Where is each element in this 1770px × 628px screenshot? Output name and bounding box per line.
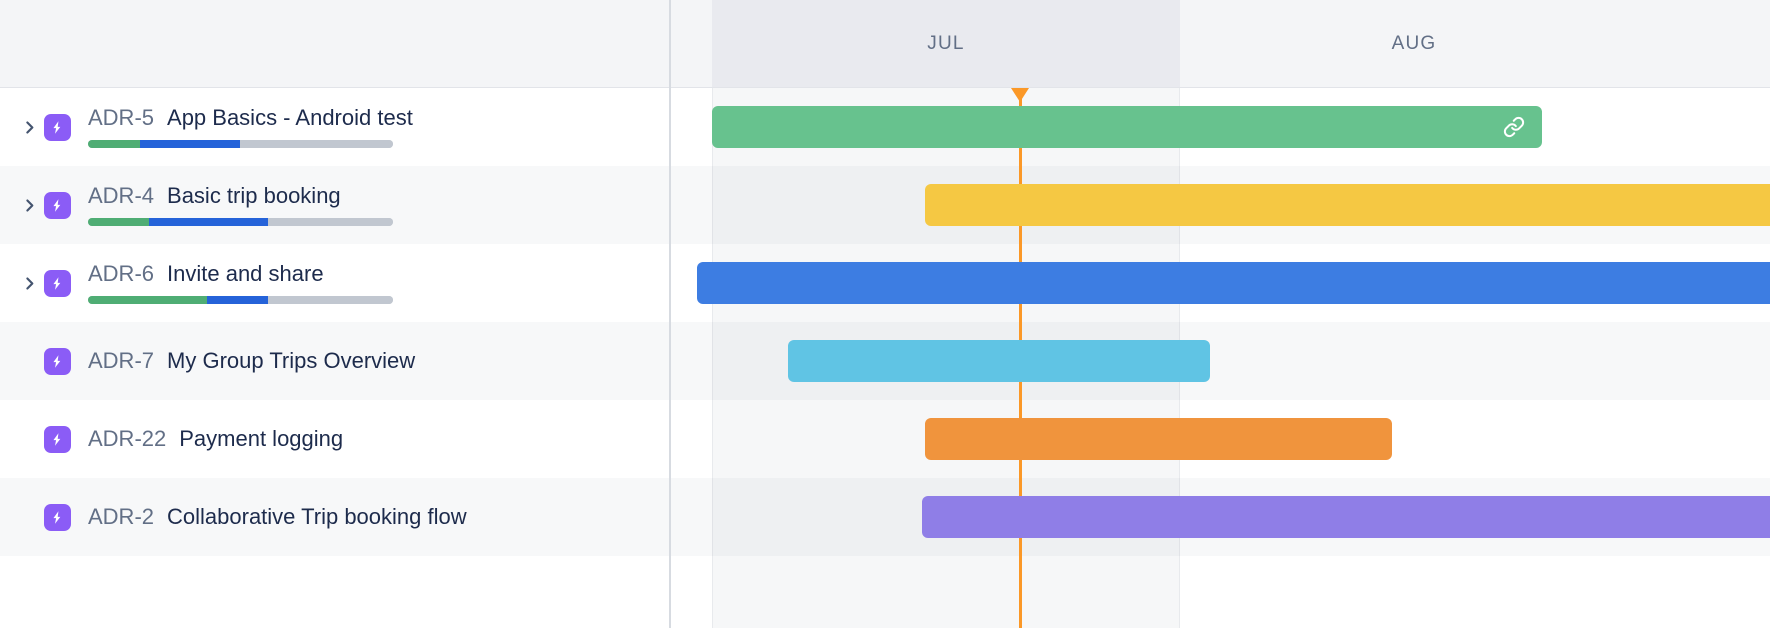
timeline-bar[interactable] bbox=[925, 184, 1770, 226]
today-marker-icon bbox=[1011, 88, 1029, 102]
issue-row[interactable]: ADR-22 Payment logging bbox=[0, 400, 670, 478]
timeline-bar[interactable] bbox=[712, 106, 1542, 148]
issue-row[interactable]: ADR-6 Invite and share bbox=[0, 244, 670, 322]
issue-text: ADR-6 Invite and share bbox=[88, 261, 393, 304]
issue-summary: My Group Trips Overview bbox=[167, 347, 416, 373]
issue-row[interactable]: ADR-2 Collaborative Trip booking flow bbox=[0, 478, 670, 556]
timeline-bar[interactable] bbox=[925, 418, 1392, 460]
epic-icon bbox=[44, 191, 71, 219]
issue-summary: App Basics - Android test bbox=[167, 105, 413, 131]
progress-segment-todo bbox=[267, 295, 393, 304]
issue-row[interactable]: ADR-7 My Group Trips Overview bbox=[0, 322, 670, 400]
month-label-aug: AUG bbox=[1391, 32, 1437, 54]
epic-icon bbox=[44, 347, 71, 375]
issue-summary: Invite and share bbox=[167, 261, 324, 287]
issue-key: ADR-6 bbox=[88, 261, 155, 287]
progress-segment-todo bbox=[267, 217, 393, 226]
progress-segment-in-progress bbox=[139, 139, 241, 148]
issue-text: ADR-4 Basic trip booking bbox=[88, 183, 393, 226]
timeline-header: JUL AUG bbox=[0, 0, 1770, 88]
issue-summary: Collaborative Trip booking flow bbox=[167, 503, 467, 529]
issue-text: ADR-7 My Group Trips Overview bbox=[88, 347, 416, 373]
issue-text: ADR-5 App Basics - Android test bbox=[88, 105, 413, 148]
timeline-bar[interactable] bbox=[788, 340, 1210, 382]
expand-chevron-icon bbox=[14, 353, 44, 370]
issue-text: ADR-2 Collaborative Trip booking flow bbox=[88, 503, 467, 529]
epic-icon bbox=[44, 425, 71, 453]
expand-chevron-icon[interactable] bbox=[14, 119, 44, 136]
issue-row[interactable]: ADR-5 App Basics - Android test bbox=[0, 88, 670, 166]
progress-segment-done bbox=[88, 217, 149, 226]
issue-key: ADR-7 bbox=[88, 347, 155, 373]
expand-chevron-icon[interactable] bbox=[14, 275, 44, 292]
expand-chevron-icon bbox=[14, 509, 44, 526]
month-header-shading bbox=[712, 0, 1180, 87]
progress-segment-done bbox=[88, 295, 207, 304]
expand-chevron-icon[interactable] bbox=[14, 197, 44, 214]
issue-text: ADR-22 Payment logging bbox=[88, 425, 344, 451]
issue-summary: Basic trip booking bbox=[167, 183, 341, 209]
progress-bar bbox=[88, 295, 393, 304]
progress-segment-todo bbox=[240, 139, 393, 148]
progress-bar bbox=[88, 217, 393, 226]
timeline-bar[interactable] bbox=[922, 496, 1770, 538]
issue-key: ADR-4 bbox=[88, 183, 155, 209]
timeline-bar[interactable] bbox=[697, 262, 1770, 304]
issue-key: ADR-2 bbox=[88, 503, 155, 529]
epic-icon bbox=[44, 113, 71, 141]
issue-summary: Payment logging bbox=[179, 425, 344, 451]
issue-key: ADR-22 bbox=[88, 425, 167, 451]
month-label-jul: JUL bbox=[927, 32, 965, 54]
progress-segment-in-progress bbox=[149, 217, 268, 226]
issue-row[interactable]: ADR-4 Basic trip booking bbox=[0, 166, 670, 244]
progress-bar bbox=[88, 139, 393, 148]
epic-icon bbox=[44, 269, 71, 297]
issue-key: ADR-5 bbox=[88, 105, 155, 131]
panel-divider[interactable] bbox=[669, 0, 671, 628]
epic-icon bbox=[44, 503, 71, 531]
expand-chevron-icon bbox=[14, 431, 44, 448]
progress-segment-done bbox=[88, 139, 140, 148]
progress-segment-in-progress bbox=[206, 295, 268, 304]
link-icon[interactable] bbox=[1502, 115, 1526, 139]
